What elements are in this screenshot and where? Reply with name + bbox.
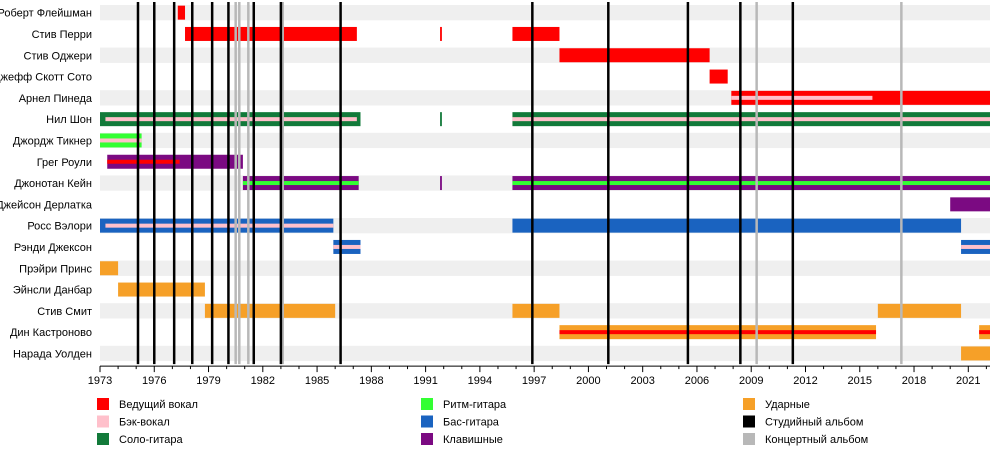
member-label: Джефф Скотт Сото <box>0 72 92 84</box>
legend-swatch <box>743 415 755 428</box>
member-label: Стив Перри <box>32 29 92 41</box>
x-tick-label: 1979 <box>196 375 220 387</box>
member-label: Роберт Флейшман <box>0 8 92 20</box>
row-stripe <box>100 132 990 149</box>
membership-bar <box>100 261 119 276</box>
member-label: Прэйри Принс <box>19 263 92 275</box>
x-tick-label: 2006 <box>685 375 709 387</box>
secondary-role-bar <box>105 223 334 228</box>
legend-label: Ведущий вокал <box>119 399 198 411</box>
legend-swatch <box>97 398 109 410</box>
secondary-role-bar <box>107 159 180 164</box>
secondary-role-bar <box>559 330 877 335</box>
member-label: Эйнсли Данбар <box>13 285 92 297</box>
x-tick-label: 1994 <box>468 375 492 387</box>
member-label: Джейсон Дерлатка <box>0 199 93 211</box>
membership-bar <box>512 303 560 318</box>
membership-bar <box>204 303 336 318</box>
row-stripe <box>100 345 990 362</box>
secondary-role-bar <box>512 181 990 186</box>
legend-swatch <box>97 415 109 428</box>
membership-bar <box>440 176 442 191</box>
member-label: Рэнди Джексон <box>14 242 92 254</box>
member-label: Стив Смит <box>37 306 92 318</box>
membership-bar <box>177 5 186 20</box>
legend-label: Клавишные <box>443 434 503 446</box>
member-label: Нарада Уолден <box>13 348 92 360</box>
row-stripe <box>100 260 990 276</box>
x-tick-label: 2021 <box>956 375 980 387</box>
x-tick-label: 2000 <box>576 375 600 387</box>
membership-bar <box>512 26 560 41</box>
secondary-role-bar <box>100 138 142 143</box>
legend-swatch <box>743 433 755 445</box>
x-tick-label: 1997 <box>522 375 546 387</box>
x-tick-label: 1976 <box>142 375 166 387</box>
legend-label: Концертный альбом <box>765 434 868 446</box>
legend-swatch <box>743 398 755 410</box>
legend-label: Студийный альбом <box>765 417 863 429</box>
membership-bar <box>118 282 205 297</box>
membership-bar <box>950 197 990 212</box>
x-tick-label: 1982 <box>251 375 275 387</box>
x-tick-label: 1991 <box>413 375 437 387</box>
secondary-role-bar <box>105 117 357 122</box>
row-stripe <box>100 47 990 63</box>
x-axis: 1973 1976 1979 1982 1985 1988 1991 1994 1997 2000… <box>88 365 990 387</box>
secondary-role-bar <box>731 95 873 100</box>
membership-bar <box>440 26 442 41</box>
member-label: Дин Кастроново <box>10 327 92 339</box>
membership-bar <box>877 303 962 318</box>
x-tick-label: 2018 <box>902 375 926 387</box>
membership-bar <box>709 69 728 84</box>
secondary-role-bar <box>979 330 990 335</box>
legend: Ведущий вокал Бэк-вокал Соло-гитара Ритм-ги… <box>97 398 868 446</box>
member-label: Джордж Тикнер <box>13 135 92 147</box>
legend-swatch <box>97 433 109 445</box>
member-label: Росс Вэлори <box>27 221 92 233</box>
x-tick-label: 1973 <box>88 375 112 387</box>
x-tick-label: 2003 <box>630 375 654 387</box>
legend-label: Соло-гитара <box>119 434 183 446</box>
member-label: Нил Шон <box>46 114 92 126</box>
membership-bar <box>185 26 357 41</box>
row-stripe <box>100 5 990 21</box>
secondary-role-bar <box>333 244 361 249</box>
member-label: Стив Оджери <box>24 50 93 62</box>
album-lines <box>136 2 903 365</box>
legend-label: Бэк-вокал <box>119 417 170 429</box>
legend-swatch <box>421 415 433 428</box>
member-label: Джонотан Кейн <box>14 178 92 190</box>
membership-bar <box>961 346 990 361</box>
legend-label: Ударные <box>765 399 810 411</box>
membership-bar <box>440 112 442 127</box>
secondary-role-bar <box>512 117 990 122</box>
x-tick-label: 2015 <box>848 375 872 387</box>
legend-label: Бас-гитара <box>443 417 500 429</box>
member-label: Арнел Пинеда <box>19 93 93 105</box>
member-label: Грег Роули <box>37 157 92 169</box>
x-tick-label: 1985 <box>305 375 329 387</box>
secondary-role-bar <box>242 181 359 186</box>
membership-bars <box>100 5 990 361</box>
legend-label: Ритм-гитара <box>443 399 507 411</box>
x-tick-label: 2009 <box>739 375 763 387</box>
legend-swatch <box>421 398 433 410</box>
membership-bar <box>559 48 710 63</box>
legend-swatch <box>421 433 433 445</box>
secondary-role-bar <box>961 244 990 249</box>
x-tick-label: 2012 <box>793 375 817 387</box>
member-labels: Роберт Флейшман Стив Перри Стив Оджери Джеф… <box>0 8 93 361</box>
x-tick-label: 1988 <box>359 375 383 387</box>
membership-bar <box>512 218 962 233</box>
